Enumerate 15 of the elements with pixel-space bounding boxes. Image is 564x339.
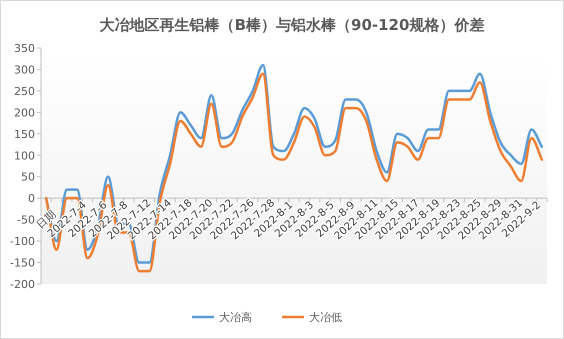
y-tick-label: 100 <box>14 149 35 162</box>
y-tick-label: -50 <box>17 214 35 227</box>
y-tick-label: 250 <box>14 84 35 98</box>
legend-label: 大冶低 <box>309 311 342 324</box>
y-tick-label: -100 <box>10 235 35 248</box>
y-tick-label: 300 <box>14 63 35 76</box>
y-tick-label: -150 <box>10 256 35 270</box>
y-tick-label: 0 <box>28 192 35 206</box>
y-tick-label: 200 <box>14 106 35 120</box>
y-tick-label: 50 <box>21 170 35 184</box>
chart-title: 大冶地区再生铝棒（B棒）与铝水棒（90-120规格）价差 <box>100 16 484 34</box>
y-tick-label: -200 <box>10 278 35 291</box>
y-tick-label: 150 <box>14 128 35 141</box>
y-tick-label: 350 <box>14 42 35 55</box>
legend-label: 大冶高 <box>219 311 252 324</box>
